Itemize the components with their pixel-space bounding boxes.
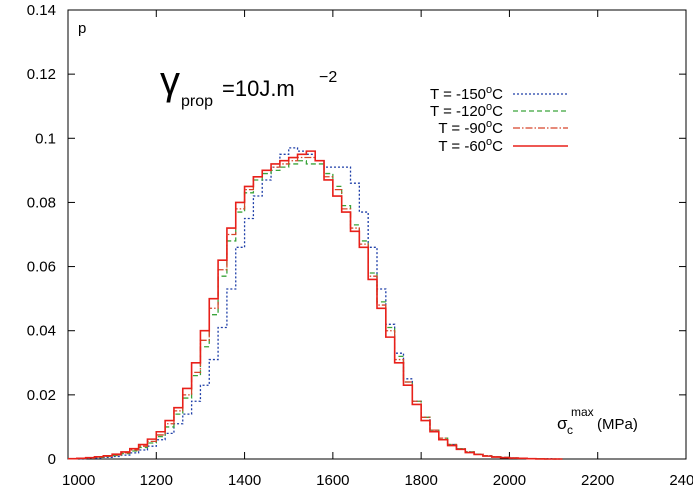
legend-label-4: T = -60oC	[438, 136, 503, 155]
chart-title: γ prop =10J.m −2	[160, 59, 337, 110]
title-symbol: γ	[160, 59, 180, 103]
x-tick-label: 1800	[404, 472, 437, 489]
series-line-2	[68, 160, 563, 460]
y-axis-label: p	[78, 20, 86, 37]
series-line-4	[68, 150, 563, 460]
title-subscript: prop	[181, 93, 213, 110]
legend-label-2: T = -120oC	[430, 101, 503, 120]
title-value: =10J.m	[222, 76, 295, 101]
xlabel-symbol: σ	[557, 414, 568, 433]
x-tick-label: 1000	[62, 472, 95, 489]
x-tick-label: 1600	[316, 472, 349, 489]
legend-label-1: T = -150oC	[430, 84, 503, 103]
y-tick-label: 0.12	[27, 66, 56, 83]
y-tick-label: 0.04	[27, 323, 56, 340]
xlabel-unit: (MPa)	[597, 416, 638, 433]
series-layer	[68, 147, 563, 460]
x-tick-label: 2200	[581, 472, 614, 489]
title-superscript: −2	[319, 69, 337, 86]
y-tick-label: 0.1	[35, 130, 56, 147]
xlabel-superscript: max	[571, 405, 594, 419]
x-axis-label: σ c max (MPa)	[557, 405, 638, 437]
y-tick-label: 0.14	[27, 2, 56, 19]
legend-label-3: T = -90oC	[438, 118, 503, 137]
y-tick-label: 0.06	[27, 259, 56, 276]
series-line-3	[68, 156, 563, 460]
y-tick-label: 0.08	[27, 194, 56, 211]
x-tick-label: 1200	[140, 472, 173, 489]
xlabel-subscript: c	[567, 423, 573, 437]
x-tick-label: 2000	[493, 472, 526, 489]
y-tick-label: 0	[48, 451, 56, 468]
x-tick-label: 1400	[228, 472, 261, 489]
y-tick-label: 0.02	[27, 387, 56, 404]
series-line-1	[68, 147, 563, 460]
plot-frame	[67, 9, 687, 460]
